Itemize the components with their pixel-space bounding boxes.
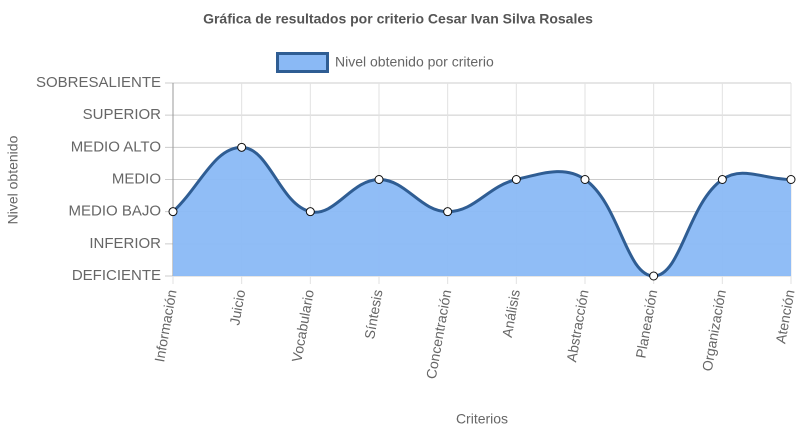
- point: [786, 175, 796, 184]
- x-tick-label: Análisis: [499, 288, 523, 338]
- point: [511, 175, 521, 184]
- point: [168, 207, 178, 217]
- y-tick-label: SUPERIOR: [83, 106, 162, 123]
- legend-swatch: [276, 52, 329, 73]
- point: [305, 207, 315, 217]
- chart-title: Gráfica de resultados por criterio Cesar…: [203, 11, 593, 27]
- x-tick-label: Planeación: [632, 288, 660, 359]
- point: [649, 271, 659, 281]
- point: [237, 142, 247, 152]
- legend-label: Nivel obtenido por criterio: [335, 54, 494, 70]
- x-tick-label: Atención: [772, 288, 796, 344]
- x-tick-label: Abstracción: [563, 288, 591, 363]
- point: [443, 207, 453, 217]
- x-tick-label: Organización: [699, 288, 729, 372]
- x-tick-label: Concentración: [423, 288, 454, 380]
- y-axis-label: Nivel obtenido: [5, 135, 21, 224]
- x-tick-label: Vocabulario: [288, 288, 316, 363]
- y-tick-label: INFERIOR: [89, 235, 161, 252]
- x-tick-label: Información: [151, 288, 179, 363]
- point: [374, 175, 384, 184]
- y-tick-label: MEDIO ALTO: [71, 138, 161, 155]
- point: [580, 175, 590, 184]
- y-tick-label: MEDIO: [112, 170, 161, 187]
- y-tick-label: DEFICIENTE: [72, 267, 161, 284]
- x-tick-label: Juicio: [226, 288, 248, 326]
- y-tick-label: SOBRESALIENTE: [36, 74, 161, 91]
- line: [171, 145, 792, 278]
- x-axis-label: Criterios: [456, 411, 508, 427]
- point: [717, 175, 727, 184]
- area: [173, 147, 791, 276]
- x-tick-label: Síntesis: [361, 288, 385, 340]
- y-tick-label: MEDIO BAJO: [68, 203, 161, 220]
